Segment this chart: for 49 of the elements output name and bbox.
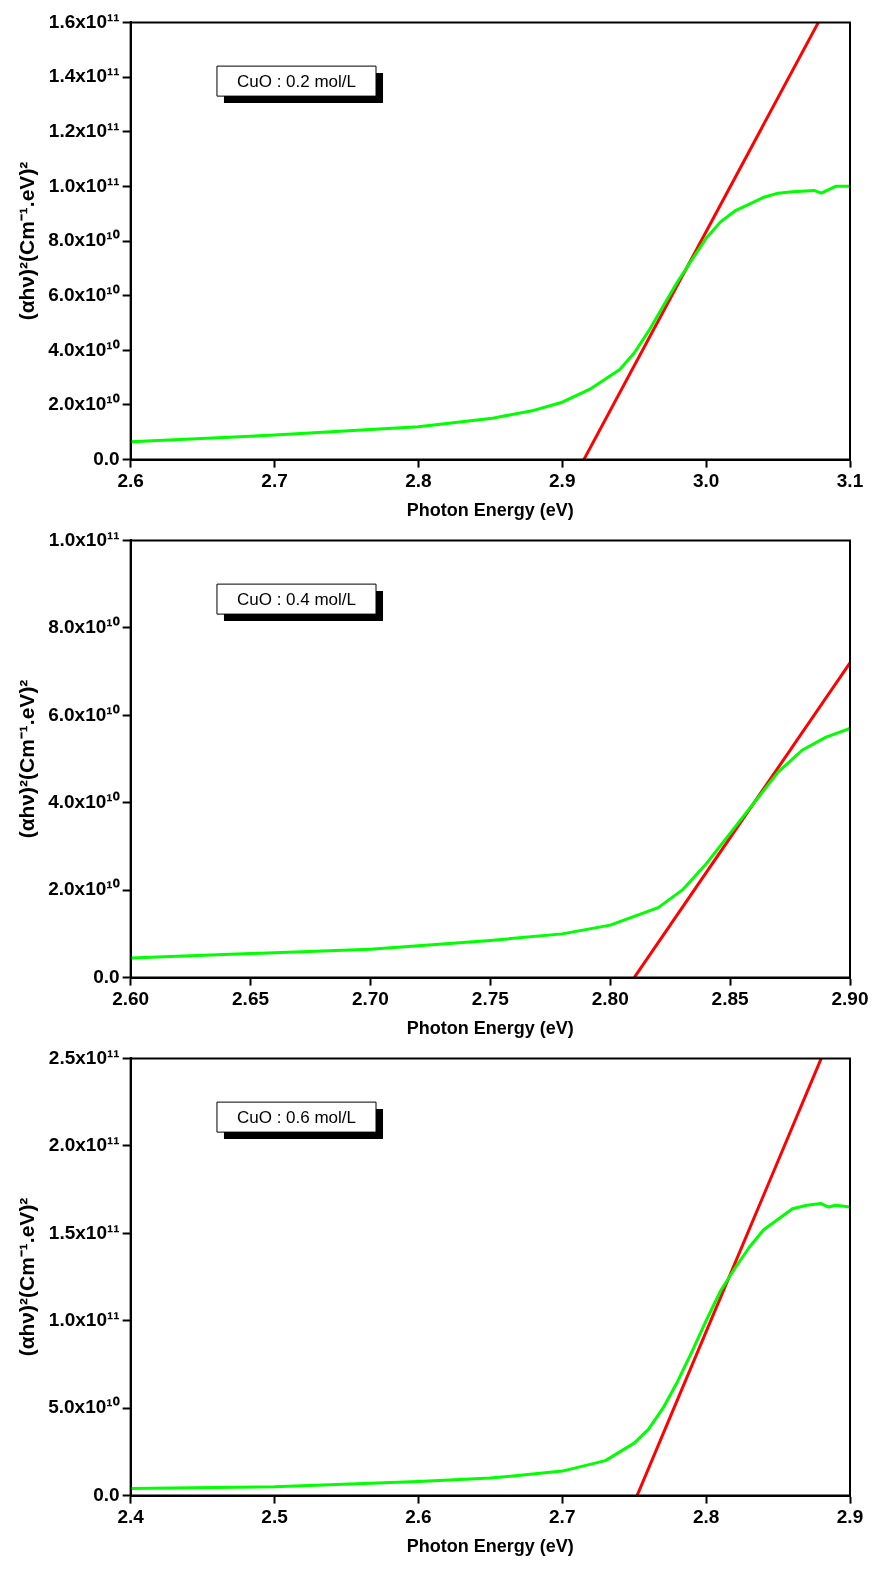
y-tick-label: 5.0x10¹⁰ xyxy=(48,1396,120,1418)
y-tick-label: 8.0x10¹⁰ xyxy=(48,229,120,251)
y-tick-label: 1.0x10¹¹ xyxy=(48,528,120,550)
x-tick-label: 2.60 xyxy=(112,988,150,1010)
x-axis-title: Photon Energy (eV) xyxy=(406,1536,574,1557)
x-tick-label: 2.7 xyxy=(549,1506,576,1528)
y-tick-label: 1.6x10¹¹ xyxy=(48,10,120,32)
x-tick-label: 3.1 xyxy=(836,470,864,492)
y-axis-title: (αhν)²(Cm⁻¹.eV)² xyxy=(15,1197,39,1357)
y-tick-label: 1.0x10¹¹ xyxy=(48,1308,120,1330)
x-tick-label: 2.5 xyxy=(261,1506,289,1528)
x-tick-label: 2.65 xyxy=(232,988,270,1010)
annotation: CuO : 0.4 mol/L xyxy=(236,589,357,609)
y-tick-label: 6.0x10¹⁰ xyxy=(48,703,120,725)
x-tick-label: 2.9 xyxy=(549,470,576,492)
x-axis-title: Photon Energy (eV) xyxy=(406,1018,574,1039)
y-tick-label: 4.0x10¹⁰ xyxy=(48,338,120,360)
y-tick-label: 1.4x10¹¹ xyxy=(48,65,120,87)
y-tick-label: 4.0x10¹⁰ xyxy=(48,790,120,812)
annotation: CuO : 0.2 mol/L xyxy=(236,71,357,91)
y-tick-label: 2.5x10¹¹ xyxy=(48,1046,120,1068)
y-tick-label: 1.2x10¹¹ xyxy=(48,119,120,141)
y-tick-label: 0.0 xyxy=(93,965,120,987)
y-tick-label: 0.0 xyxy=(93,447,120,469)
x-tick-label: 2.75 xyxy=(471,988,510,1010)
annotation: CuO : 0.6 mol/L xyxy=(236,1107,357,1127)
y-axis-title: (αhν)²(Cm⁻¹.eV)² xyxy=(15,161,39,321)
x-tick-label: 2.4 xyxy=(117,1506,145,1528)
x-tick-label: 2.85 xyxy=(711,988,750,1010)
x-tick-label: 2.9 xyxy=(836,1506,864,1528)
x-tick-label: 2.6 xyxy=(117,470,144,492)
x-tick-label: 2.90 xyxy=(831,988,869,1010)
x-axis-title: Photon Energy (eV) xyxy=(406,500,574,521)
x-tick-label: 2.6 xyxy=(405,1506,432,1528)
x-tick-label: 2.80 xyxy=(591,988,629,1010)
y-tick-label: 6.0x10¹⁰ xyxy=(48,283,120,305)
y-tick-label: 0.0 xyxy=(93,1483,120,1505)
x-tick-label: 2.8 xyxy=(692,1506,720,1528)
x-tick-label: 2.70 xyxy=(351,988,389,1010)
x-tick-label: 2.8 xyxy=(405,470,432,492)
y-tick-label: 8.0x10¹⁰ xyxy=(48,616,120,638)
y-tick-label: 2.0x10¹⁰ xyxy=(48,393,120,415)
y-tick-label: 1.5x10¹¹ xyxy=(48,1221,120,1243)
x-tick-label: 2.7 xyxy=(261,470,288,492)
y-tick-label: 2.0x10¹¹ xyxy=(48,1134,120,1156)
y-tick-label: 2.0x10¹⁰ xyxy=(48,878,120,900)
y-tick-label: 1.0x10¹¹ xyxy=(48,174,120,196)
y-axis-title: (αhν)²(Cm⁻¹.eV)² xyxy=(15,679,39,839)
x-tick-label: 3.0 xyxy=(692,470,720,492)
